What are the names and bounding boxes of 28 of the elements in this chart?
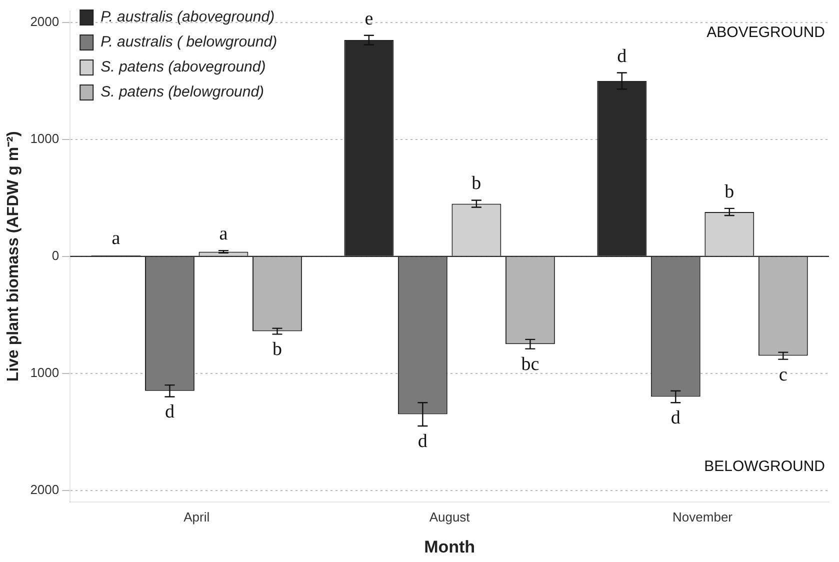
y-tick-label: 1000 — [30, 131, 60, 146]
data-label: d — [418, 430, 428, 452]
legend-label: S. patens (aboveground) — [100, 58, 266, 76]
y-tick-label: 2000 — [30, 482, 60, 497]
data-label: b — [472, 173, 482, 194]
annotation: BELOWGROUND — [704, 458, 826, 476]
y-tick-label: 1000 — [30, 364, 60, 380]
data-label: b — [724, 181, 734, 202]
x-tick-label: August — [429, 509, 470, 524]
data-label: d — [617, 46, 628, 67]
data-label: d — [670, 408, 681, 429]
x-tick-label: November — [672, 509, 734, 524]
data-label: d — [164, 402, 175, 423]
data-label: c — [778, 364, 788, 386]
data-label: a — [112, 228, 121, 250]
annotation: ABOVEGROUND — [706, 24, 826, 41]
data-label: b — [272, 339, 282, 360]
legend-label: P. australis ( belowground) — [100, 34, 278, 51]
legend-label: S. patens (belowground) — [100, 84, 264, 101]
legend-label: P. australis (aboveground) — [100, 8, 275, 26]
data-label: e — [364, 8, 374, 30]
data-label: a — [219, 224, 228, 245]
y-tick-label: 0 — [52, 248, 60, 263]
y-tick-label: 2000 — [30, 14, 60, 30]
x-axis-title: Month — [424, 537, 476, 556]
data-label: bc — [521, 354, 540, 375]
x-tick-label: April — [184, 509, 210, 524]
y-axis-title: Live plant biomass (AFDW g m⁻²) — [5, 131, 22, 382]
